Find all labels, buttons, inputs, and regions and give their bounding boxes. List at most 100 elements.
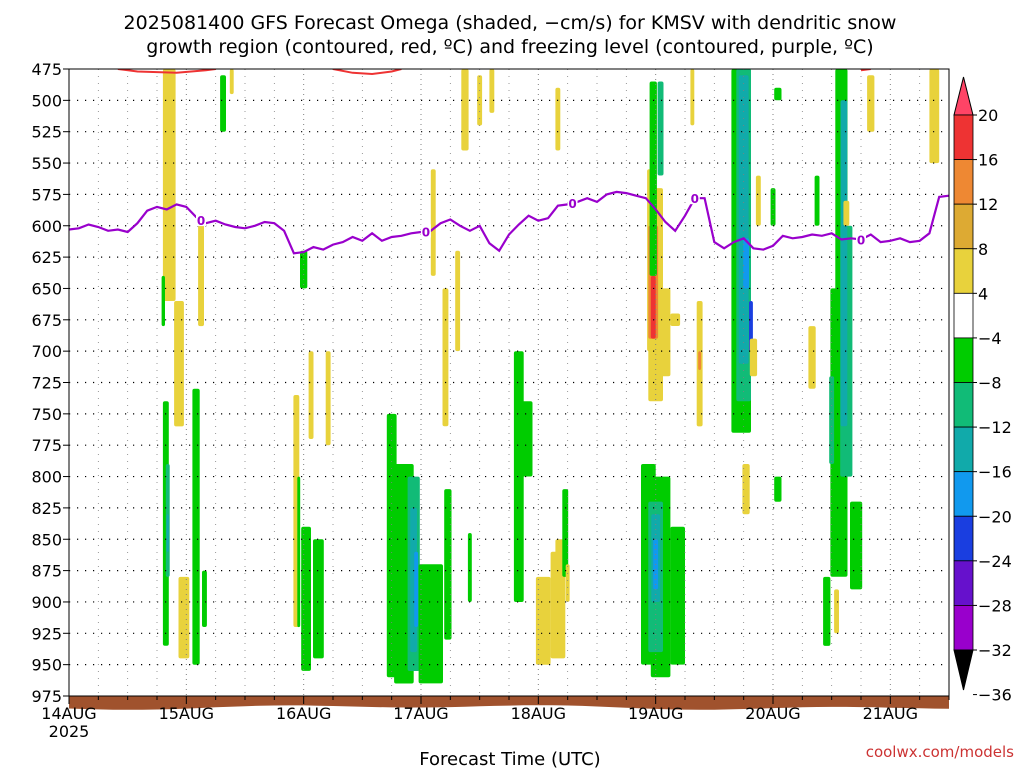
colorbar-label-6: −8 [978,374,1002,393]
terrain-surface [69,696,949,710]
omega-region-33 [513,351,524,602]
x-tick-label-6: 20AUG [745,704,800,723]
omega-region-76 [823,576,831,646]
x-tick-label-7: 21AUG [863,704,918,723]
colorbar-label-3: 8 [978,240,988,259]
colorbar-label-5: −4 [978,329,1002,348]
omega-region-28 [461,69,469,151]
colorbar-label-7: −12 [978,418,1012,437]
omega-region-79 [843,200,850,226]
x-tick-sublabel-0: 2025 [49,722,90,741]
omega-region-26 [442,288,449,427]
omega-region-25 [430,169,436,276]
freezing-label-bg-1 [420,224,431,238]
omega-region-44 [650,275,656,339]
omega-region-73 [840,100,848,427]
omega-region-15 [301,526,311,671]
y-tick-label-625: 625 [31,248,62,267]
y-tick-label-500: 500 [31,91,62,110]
x-axis-label: Forecast Time (UTC) [419,749,600,768]
omega-region-61 [743,238,750,289]
y-axis-ticks: 475 500 525 550 575 600 625 650 675 700 725 750 775 8… [31,60,69,706]
y-tick-label-825: 825 [31,499,62,518]
y-tick-label-900: 900 [31,593,62,612]
omega-region-81 [929,69,940,164]
y-tick-label-725: 725 [31,374,62,393]
y-tick-label-925: 925 [31,624,62,643]
colorbar-label-11: −28 [978,596,1012,615]
freezing-level-label-4: 0 [857,234,865,248]
y-tick-label-525: 525 [31,123,62,142]
omega-region-2 [178,576,190,659]
omega-region-5 [166,514,169,552]
omega-region-11 [229,69,234,95]
omega-region-6 [161,275,165,327]
dgz-contour-1 [332,69,402,76]
colorbar-segment-0 [953,114,974,160]
credit-link[interactable]: coolwx.com/models [866,743,1014,761]
omega-region-77 [834,589,839,634]
omega-region-30 [489,69,495,113]
freezing-level-label-1: 0 [422,225,430,239]
omega-region-32 [467,533,472,602]
omega-region-66 [742,464,750,515]
freezing-label-bg-3 [689,191,700,205]
colorbar-label-12: −32 [978,641,1012,660]
colorbar-label-1: 16 [978,151,998,170]
freezing-level-line [69,190,949,255]
x-tick-label-0: 14AUG [41,704,96,723]
omega-region-1 [174,301,184,427]
y-tick-label-975: 975 [31,687,62,706]
omega-region-63 [749,338,758,377]
omega-shading-layer [161,69,940,684]
omega-region-69 [808,326,816,389]
x-tick-label-1: 15AUG [159,704,214,723]
freezing-level-label-0: 0 [197,214,205,228]
omega-region-67 [774,476,782,502]
omega-region-46 [670,313,681,326]
omega-region-24 [418,564,443,684]
colorbar-bottom-triangle [953,649,974,691]
omega-region-36 [550,551,566,659]
omega-region-35 [535,576,551,665]
omega-region-0 [162,69,176,301]
y-tick-label-575: 575 [31,185,62,204]
omega-region-29 [477,75,483,126]
omega-region-10 [220,75,226,132]
colorbar-segment-3 [953,248,974,294]
omega-region-39 [562,489,569,577]
omega-region-80 [867,75,875,132]
colorbar-top-triangle [953,76,974,116]
colorbar-label-0: 20 [978,106,998,125]
omega-region-34 [519,401,533,477]
colorbar-segment-10 [953,560,974,606]
omega-region-17 [308,351,314,439]
y-tick-label-775: 775 [31,436,62,455]
omega-region-74 [829,376,835,464]
omega-region-27 [455,250,461,352]
omega-region-18 [325,351,331,446]
colorbar-label-8: −16 [978,463,1012,482]
freezing-label-bg-0 [196,213,206,227]
omega-region-13 [297,476,301,628]
x-tick-label-5: 19AUG [628,704,683,723]
omega-region-68 [774,87,782,101]
colorbar-segment-5 [953,337,974,383]
omega-region-40 [565,564,570,602]
freezing-label-bg-4 [856,232,866,246]
omega-region-23 [414,551,419,627]
omega-region-64 [755,175,761,226]
colorbar-label-9: −20 [978,507,1012,526]
x-tick-label-4: 18AUG [511,704,566,723]
omega-region-8 [192,388,200,665]
omega-region-38 [555,87,561,151]
contour-layer: 0 0 0 0 0 [69,69,949,255]
freezing-level-label-2: 0 [568,197,576,211]
dgz-contour-0 [117,69,216,74]
omega-region-60 [738,75,749,364]
omega-region-54 [657,81,664,176]
colorbar-label-4: 4 [978,284,988,303]
omega-region-57 [698,351,702,370]
y-tick-label-950: 950 [31,656,62,675]
